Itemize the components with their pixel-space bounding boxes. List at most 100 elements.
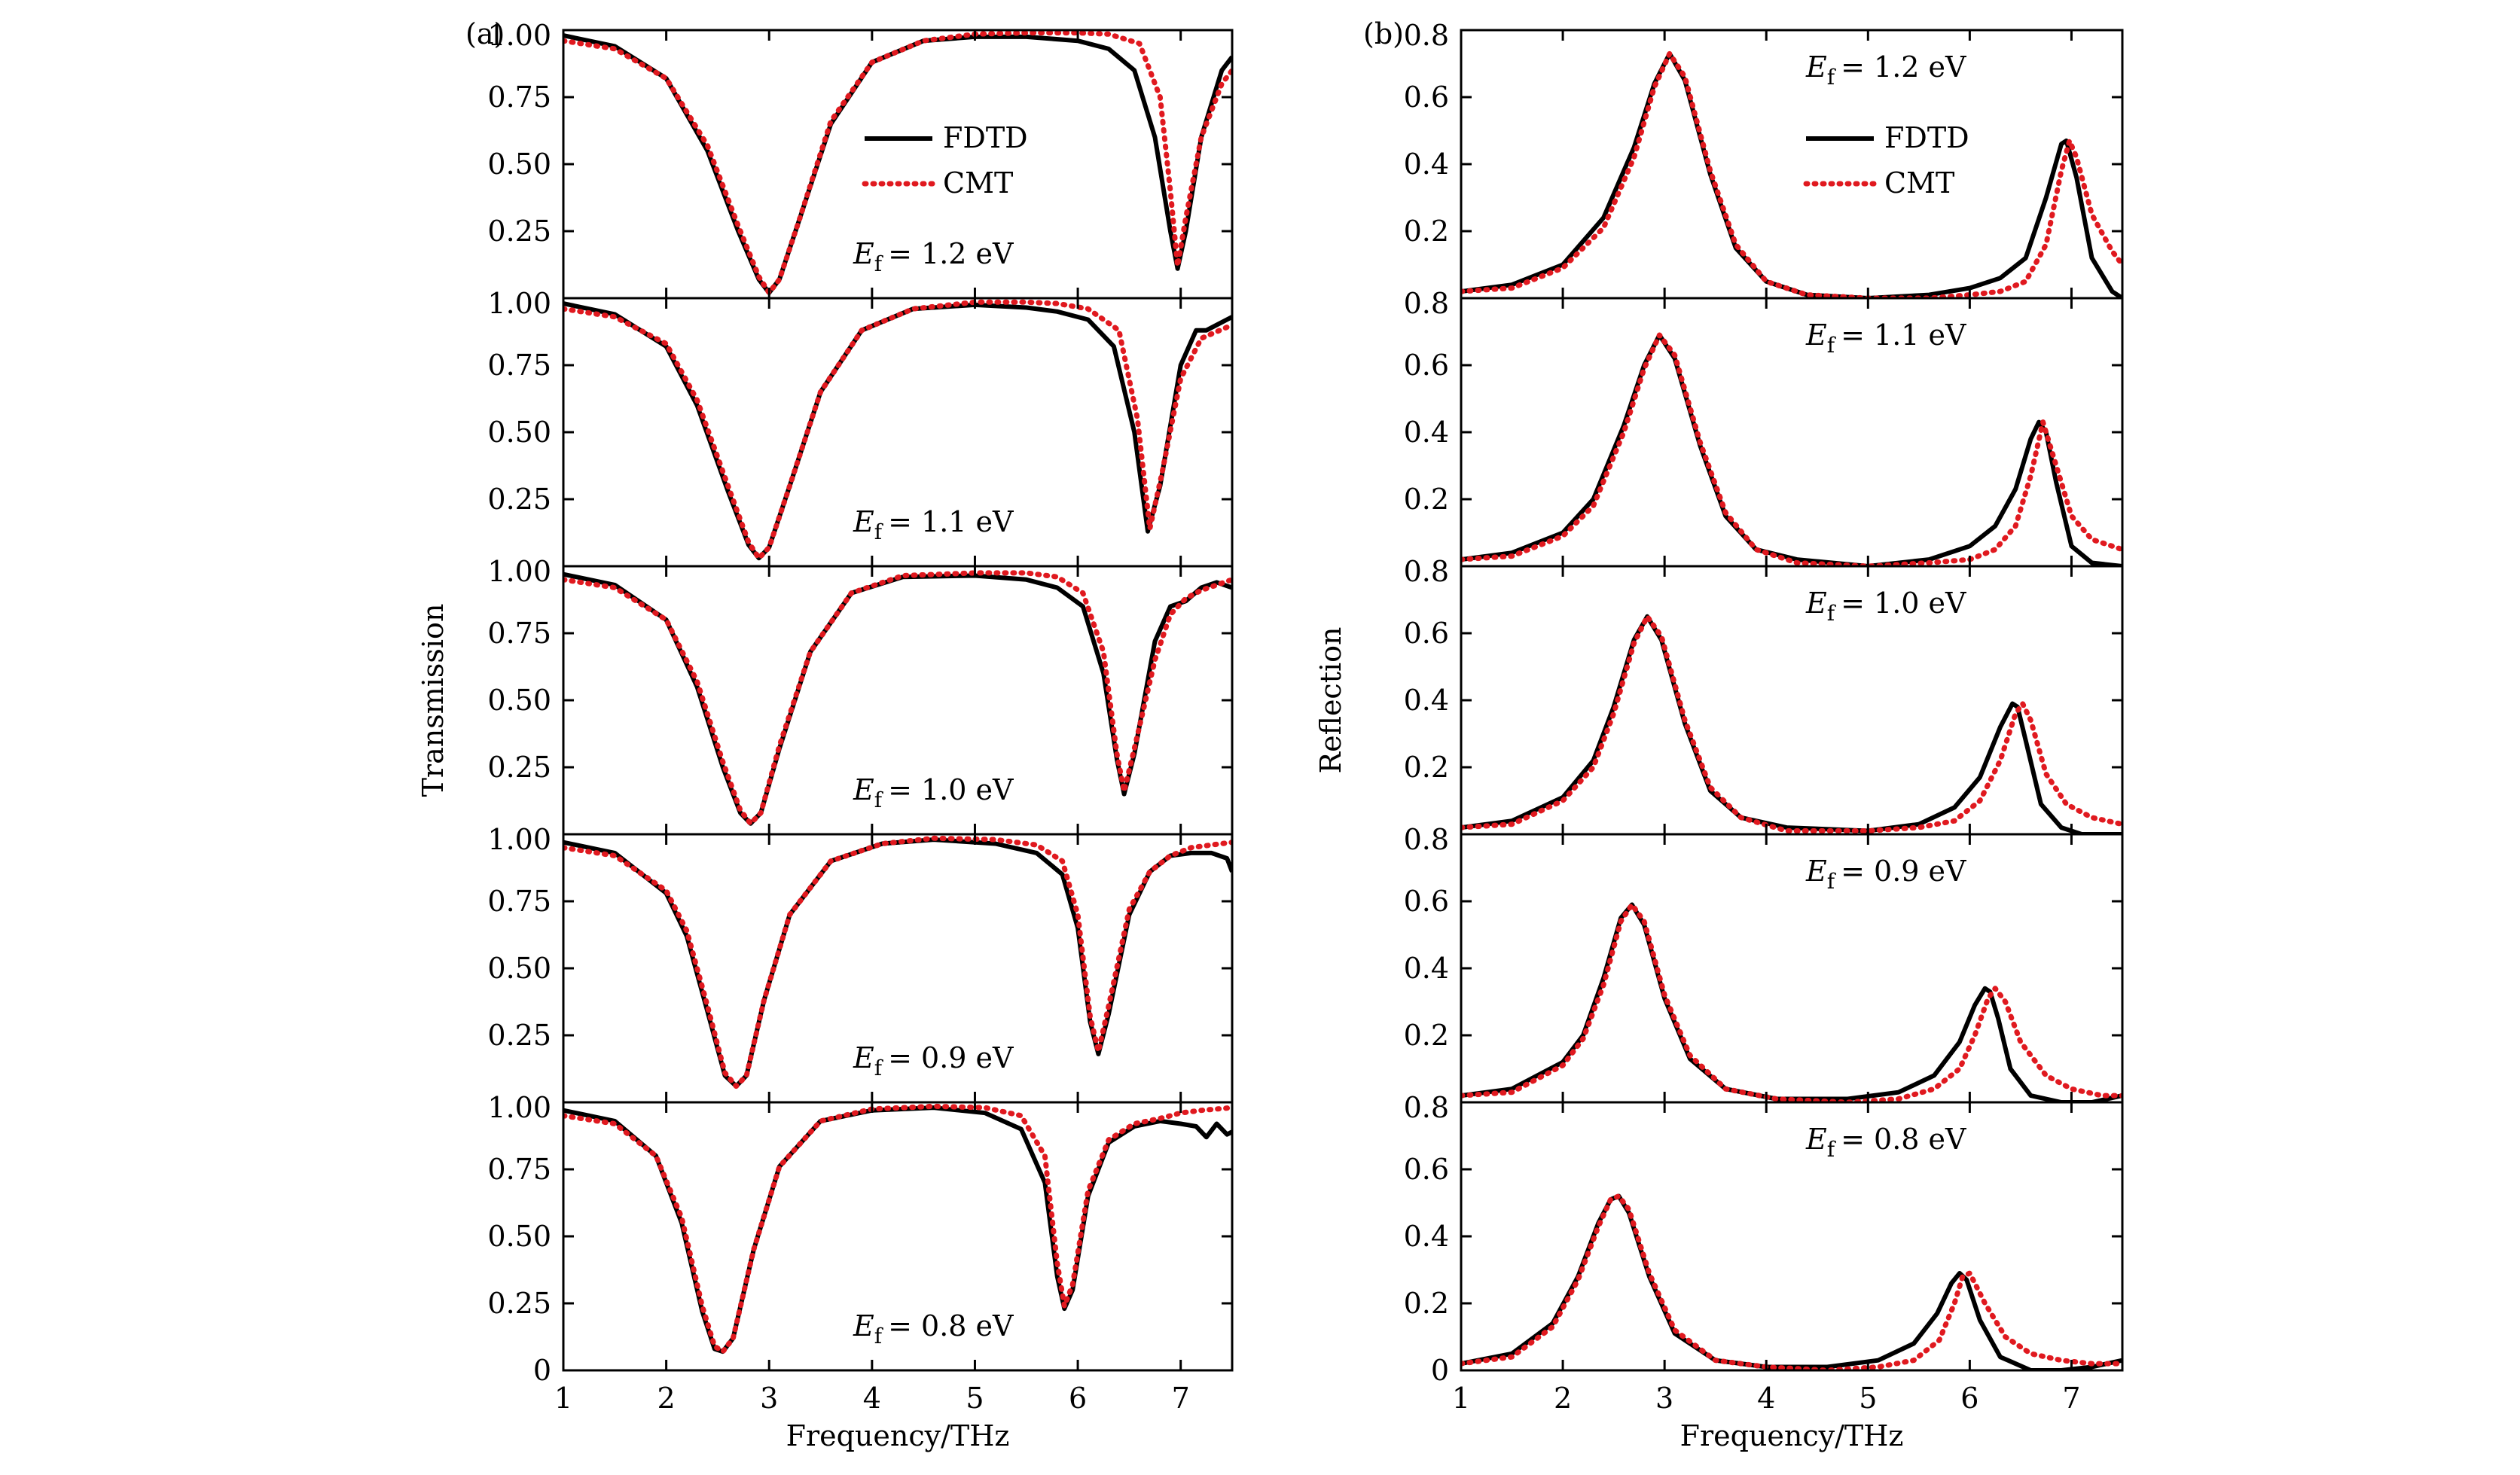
annotation-subscript: f [1827,333,1837,358]
annotation-symbol: E [853,237,874,270]
y-tick-label: 0.6 [1404,81,1449,114]
x-tick-label: 4 [1757,1382,1775,1415]
annotation-symbol: E [1805,318,1827,352]
y-tick-label: 0.75 [487,81,551,114]
series-cmt-line [1461,50,2122,298]
y-tick-label: 0.75 [487,885,551,918]
annotation-value: = 0.9 eV [1841,855,1966,888]
x-axis-label: Frequency/THz [1680,1419,1904,1452]
subplot-4: 0.2 0.4 0.6 0.8 Ef = 0.9 eV [1404,823,2124,1104]
annotation-subscript: f [874,1056,884,1080]
x-tick-label: 6 [1069,1382,1087,1415]
y-tick-label: 1.00 [487,19,551,52]
y-tick-label: 0.50 [487,148,551,181]
y-tick-label: 0.4 [1404,148,1449,181]
y-tick-label: 1.00 [487,1091,551,1124]
y-tick-label: 0.8 [1404,823,1449,856]
annotation-symbol: E [853,1041,874,1074]
y-tick-label: 0.25 [487,751,551,784]
annotation-symbol: E [1805,587,1827,620]
annotation-value: = 0.8 eV [888,1309,1014,1342]
y-tick-label: 0 [533,1354,551,1387]
subplot-frame [1460,1101,2124,1372]
subplot-4: 0.25 0.50 0.75 1.00 Ef = 0.9 eV [487,823,1234,1104]
annotation-symbol: E [853,773,874,806]
subplot-2: 0.25 0.50 0.75 1.00 Ef = 1.1 eV [487,287,1234,568]
y-tick-label: 0.2 [1404,1287,1449,1320]
y-tick-label: 1.00 [487,555,551,588]
annotation-subscript: f [1827,869,1837,894]
y-tick-label: 0.2 [1404,215,1449,248]
y-tick-label: 0.6 [1404,617,1449,650]
legend: FDTD CMT [1803,121,1969,200]
series-cmt-line [1461,1193,2122,1370]
subplot-frame [1460,565,2124,836]
x-tick-label: 7 [2062,1382,2080,1415]
annotation-value: = 1.2 eV [888,237,1014,270]
annotation-subscript: f [1827,65,1837,90]
fermi-energy-annotation: Ef = 1.1 eV [853,505,1014,544]
y-tick-label: 1.00 [487,287,551,320]
annotation-value: = 0.9 eV [888,1041,1014,1074]
annotation-subscript: f [874,1324,884,1349]
annotation-subscript: f [874,520,884,544]
x-tick-label: 1 [554,1382,572,1415]
annotation-subscript: f [1827,601,1837,626]
series-cmt-line [563,30,1232,296]
series-cmt-line [1461,614,2122,833]
fermi-energy-annotation: Ef = 1.0 eV [853,773,1014,812]
subplot-5: 0 0.2 0.4 0.6 0.8 Ef = 0.8 eV [1404,1091,2124,1387]
y-tick-label: 0.50 [487,1220,551,1253]
subplot-5: 0 0.25 0.50 0.75 1.00 Ef = 0.8 eV [487,1091,1234,1387]
series-fdtd-line [1461,333,2122,566]
series-cmt-line [563,299,1232,561]
subplot-1: 0.2 0.4 0.6 0.8 Ef = 1.2 eV [1404,19,2124,300]
annotation-value: = 1.2 eV [1841,50,1966,84]
subplot-1: 0.25 0.50 0.75 1.00 Ef = 1.2 eV [487,19,1234,300]
series-fdtd-line [1461,1193,2122,1370]
fermi-energy-annotation: Ef = 0.9 eV [853,1041,1014,1080]
y-tick-label: 0.75 [487,1153,551,1186]
y-tick-label: 0.2 [1404,751,1449,784]
y-axis-label: Reflection [1314,627,1347,774]
fermi-energy-annotation: Ef = 1.1 eV [1805,318,1966,358]
fermi-energy-annotation: Ef = 0.9 eV [1805,855,1966,894]
annotation-value: = 0.8 eV [1841,1123,1966,1156]
annotation-symbol: E [853,1309,874,1342]
y-tick-label: 0.25 [487,1019,551,1052]
panel-label: (b) [1363,17,1404,50]
series-fdtd-line [563,571,1232,826]
panel-label: (a) [465,17,505,50]
y-tick-label: 0.8 [1404,19,1449,52]
y-tick-label: 0.2 [1404,483,1449,516]
y-tick-label: 0.6 [1404,1153,1449,1186]
subplot-frame [1460,297,2124,568]
y-tick-label: 0.4 [1404,684,1449,717]
y-tick-label: 0.75 [487,349,551,382]
y-tick-label: 0.8 [1404,555,1449,588]
fermi-energy-annotation: Ef = 1.0 eV [1805,587,1966,626]
x-tick-label: 2 [1554,1382,1572,1415]
y-tick-label: 0.25 [487,215,551,248]
fermi-energy-annotation: Ef = 0.8 eV [1805,1123,1966,1162]
annotation-value: = 1.0 eV [888,773,1014,806]
fermi-energy-annotation: Ef = 0.8 eV [853,1309,1014,1349]
y-tick-label: 0.6 [1404,349,1449,382]
x-tick-label: 3 [1655,1382,1673,1415]
series-cmt-line [1461,902,2122,1102]
x-tick-label: 1 [1452,1382,1470,1415]
legend-cmt-label: CMT [1884,166,1954,200]
annotation-subscript: f [874,251,884,276]
annotation-symbol: E [1805,50,1827,84]
legend-cmt-label: CMT [943,166,1013,200]
annotation-value: = 1.0 eV [1841,587,1966,620]
y-tick-label: 0.25 [487,483,551,516]
annotation-symbol: E [853,505,874,538]
y-tick-label: 0 [1431,1354,1449,1387]
x-tick-label: 5 [966,1382,984,1415]
x-tick-label: 5 [1859,1382,1877,1415]
y-tick-label: 0.4 [1404,416,1449,449]
y-tick-label: 0.4 [1404,952,1449,985]
